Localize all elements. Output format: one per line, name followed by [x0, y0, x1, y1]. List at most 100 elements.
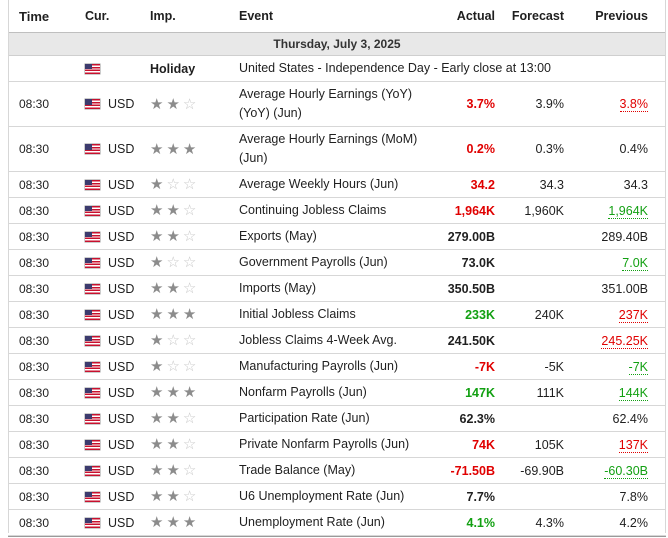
table-row[interactable]: 08:30 USD ★ ★ ☆ U6 Unemployment Rate (Jun) 7.7… — [8, 484, 666, 510]
table-row[interactable]: 08:30 USD ★ ☆ ☆ Jobless Claims 4-Week Avg. 241… — [8, 328, 666, 354]
event-currency: USD — [73, 464, 138, 478]
star-filled-icon: ★ — [150, 228, 164, 245]
event-name[interactable]: Imports (May) — [239, 281, 317, 295]
event-name[interactable]: U6 Unemployment Rate (Jun) — [239, 489, 405, 503]
previous-text[interactable]: 7.0K — [622, 255, 648, 271]
currency-code: USD — [108, 333, 135, 348]
us-flag-icon — [85, 179, 100, 190]
header-currency[interactable]: Cur. — [85, 9, 110, 23]
previous-text[interactable]: 144K — [618, 385, 648, 401]
event-name[interactable]: Average Weekly Hours (Jun) — [239, 177, 399, 191]
event-name[interactable]: Manufacturing Payrolls (Jun) — [239, 359, 399, 373]
event-name[interactable]: Initial Jobless Claims — [239, 307, 356, 321]
table-row[interactable]: 08:30 USD ★ ★ ☆ Trade Balance (May) -71.50B -69… — [8, 458, 666, 484]
header-actual[interactable]: Actual — [456, 9, 495, 23]
event-name[interactable]: Average Hourly Earnings (MoM) (Jun) — [239, 132, 418, 165]
forecast-value: 240K — [534, 307, 564, 322]
holiday-row[interactable]: Holiday United States - Independence Day… — [8, 56, 666, 82]
event-name[interactable]: Unemployment Rate (Jun) — [239, 515, 385, 529]
table-row[interactable]: 08:30 USD ★ ★ ★ Initial Jobless Claims 233K 240… — [8, 302, 666, 328]
holiday-label: Holiday — [150, 61, 196, 76]
currency-code: USD — [108, 255, 135, 270]
header-time[interactable]: Time — [19, 8, 50, 24]
previous-text[interactable]: 3.8% — [619, 97, 648, 112]
previous-value: 289.40B — [564, 230, 648, 244]
previous-text[interactable]: 137K — [618, 437, 648, 453]
event-currency: USD — [73, 178, 138, 192]
importance-stars: ★ ☆ ☆ — [138, 359, 227, 374]
table-row[interactable]: 08:30 USD ★ ★ ☆ Imports (May) 350.50B 351.00B — [8, 276, 666, 302]
star-filled-icon: ★ — [150, 488, 164, 505]
table-row[interactable]: 08:30 USD ★ ★ ☆ Private Nonfarm Payrolls (Jun… — [8, 432, 666, 458]
importance-stars: ★ ☆ ☆ — [138, 255, 227, 270]
previous-value: 4.2% — [564, 515, 649, 530]
event-name[interactable]: Nonfarm Payrolls (Jun) — [239, 385, 367, 399]
previous-text[interactable]: -7K — [628, 359, 648, 375]
event-currency: USD — [73, 142, 138, 156]
table-row[interactable]: 08:30 USD ★ ☆ ☆ Average Weekly Hours (Jun) 34.… — [8, 172, 666, 198]
table-row[interactable]: 08:30 USD ★ ☆ ☆ Manufacturing Payrolls (Jun) -… — [8, 354, 666, 380]
previous-value: 144K — [564, 385, 648, 401]
header-previous[interactable]: Previous — [595, 9, 648, 23]
importance-stars: ★ ★ ☆ — [138, 97, 227, 112]
star-filled-icon: ★ — [166, 514, 180, 531]
forecast-value: -5K — [544, 359, 564, 374]
us-flag-icon — [85, 99, 100, 109]
previous-text: 4.2% — [619, 515, 649, 530]
importance-stars: ★ ★ ☆ — [138, 229, 227, 244]
table-row[interactable]: 08:30 USD ★ ★ ☆ Participation Rate (Jun) 62.3%… — [8, 406, 666, 432]
table-row[interactable]: 08:30 USD ★ ★ ☆ Average Hourly Earnings (YoY)… — [8, 82, 666, 127]
event-time: 08:30 — [19, 255, 50, 270]
header-importance[interactable]: Imp. — [150, 9, 176, 23]
table-row[interactable]: 08:30 USD ★ ★ ★ Nonfarm Payrolls (Jun) 147K 111… — [8, 380, 666, 406]
previous-value: 7.0K — [564, 255, 648, 271]
star-empty-icon: ☆ — [182, 332, 197, 349]
forecast-value: -69.90B — [520, 463, 564, 478]
star-filled-icon: ★ — [166, 384, 180, 401]
currency-code: USD — [108, 385, 135, 400]
table-row[interactable]: 08:30 USD ★ ★ ☆ Continuing Jobless Claims 1,96… — [8, 198, 666, 224]
table-header: Time Cur. Imp. Event Actual Forecast Pre… — [8, 0, 666, 33]
event-name[interactable]: Average Hourly Earnings (YoY) (YoY) (Jun… — [239, 87, 413, 120]
event-name[interactable]: Exports (May) — [239, 229, 317, 243]
us-flag-icon — [85, 517, 100, 528]
previous-text[interactable]: 1,964K — [608, 203, 648, 219]
header-event[interactable]: Event — [239, 8, 274, 23]
star-empty-icon: ☆ — [182, 436, 197, 453]
event-name[interactable]: Continuing Jobless Claims — [239, 203, 387, 217]
event-currency: USD — [73, 308, 138, 322]
event-name[interactable]: Government Payrolls (Jun) — [239, 255, 388, 269]
table-row[interactable]: 08:30 USD ★ ★ ★ Average Hourly Earnings (MoM)… — [8, 127, 666, 172]
star-filled-icon: ★ — [150, 140, 164, 158]
currency-code: USD — [108, 489, 135, 504]
event-currency: USD — [73, 97, 138, 111]
us-flag-icon — [85, 63, 100, 74]
table-row[interactable]: 08:30 USD ★ ☆ ☆ Government Payrolls (Jun) 73.0… — [8, 250, 666, 276]
importance-stars: ★ ★ ★ — [138, 385, 227, 400]
event-time: 08:30 — [19, 203, 50, 218]
economic-calendar: Time Cur. Imp. Event Actual Forecast Pre… — [8, 0, 666, 537]
importance-stars: ★ ★ ☆ — [138, 203, 227, 218]
event-name[interactable]: Private Nonfarm Payrolls (Jun) — [239, 437, 410, 451]
previous-text: 7.8% — [619, 489, 649, 504]
table-row[interactable]: 08:30 USD ★ ★ ★ Unemployment Rate (Jun) 4.1% 4.… — [8, 510, 666, 536]
us-flag-icon — [85, 283, 100, 294]
event-name[interactable]: Trade Balance (May) — [239, 463, 356, 477]
event-currency: USD — [73, 490, 138, 504]
actual-value: 62.3% — [459, 411, 495, 426]
forecast-value: 3.9% — [535, 97, 565, 111]
event-currency: USD — [73, 230, 138, 244]
table-row[interactable]: 08:30 USD ★ ★ ☆ Exports (May) 279.00B 289.40B — [8, 224, 666, 250]
previous-text[interactable]: -60.30B — [604, 463, 648, 479]
event-name[interactable]: Jobless Claims 4-Week Avg. — [239, 333, 397, 347]
star-empty-icon: ☆ — [166, 254, 180, 271]
previous-value: -60.30B — [564, 463, 648, 479]
table-left-border — [8, 0, 9, 533]
previous-text[interactable]: 245.25K — [601, 333, 648, 349]
header-forecast[interactable]: Forecast — [511, 9, 564, 23]
event-currency: USD — [73, 360, 138, 374]
event-name[interactable]: Participation Rate (Jun) — [239, 411, 370, 425]
previous-text[interactable]: 237K — [618, 307, 648, 323]
importance-stars: ★ ★ ☆ — [138, 463, 227, 478]
forecast-value: 105K — [534, 437, 564, 452]
